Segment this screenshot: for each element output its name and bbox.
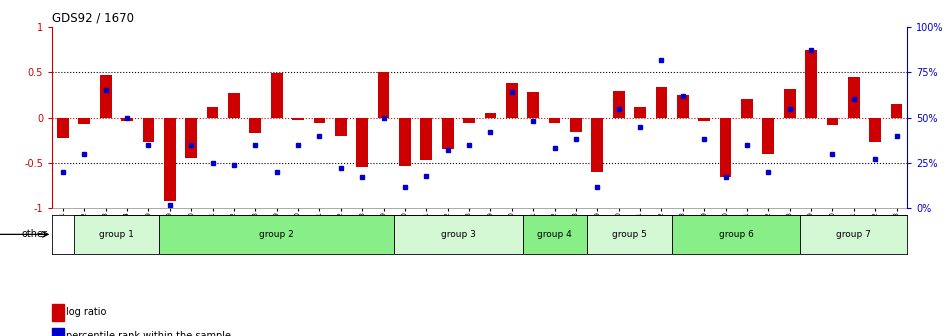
- Bar: [399, 118, 410, 166]
- Text: group 2: group 2: [259, 230, 294, 239]
- Bar: [484, 113, 496, 118]
- Bar: [314, 118, 325, 123]
- Bar: [57, 118, 68, 137]
- Bar: [293, 118, 304, 120]
- Bar: [185, 118, 197, 158]
- Bar: [164, 118, 176, 201]
- Bar: [741, 98, 752, 118]
- Bar: [250, 118, 261, 133]
- Bar: [720, 118, 732, 177]
- Bar: [142, 118, 154, 142]
- Bar: [570, 118, 581, 132]
- Bar: [160, 215, 394, 254]
- Bar: [207, 107, 218, 118]
- Bar: [442, 118, 453, 149]
- Bar: [698, 118, 710, 121]
- Bar: [613, 91, 624, 118]
- Bar: [549, 118, 560, 123]
- Bar: [79, 118, 90, 124]
- Bar: [586, 215, 673, 254]
- Bar: [806, 50, 817, 118]
- Bar: [421, 118, 432, 160]
- Bar: [527, 92, 539, 118]
- Bar: [848, 77, 860, 118]
- Bar: [592, 118, 603, 172]
- Text: group 1: group 1: [99, 230, 134, 239]
- Bar: [271, 73, 282, 118]
- Text: GDS92 / 1670: GDS92 / 1670: [52, 11, 134, 24]
- Text: group 5: group 5: [612, 230, 647, 239]
- Bar: [800, 215, 907, 254]
- Bar: [763, 118, 774, 154]
- Bar: [464, 118, 475, 123]
- Text: percentile rank within the sample: percentile rank within the sample: [66, 331, 232, 336]
- Bar: [100, 75, 111, 118]
- Bar: [826, 118, 838, 125]
- Bar: [74, 215, 160, 254]
- Bar: [122, 118, 133, 121]
- Bar: [891, 104, 902, 118]
- Bar: [335, 118, 347, 136]
- Bar: [228, 93, 239, 118]
- Bar: [356, 118, 368, 167]
- Text: group 4: group 4: [537, 230, 572, 239]
- Bar: [378, 72, 390, 118]
- Bar: [394, 215, 522, 254]
- Bar: [506, 83, 518, 118]
- Bar: [677, 95, 689, 118]
- Text: group 3: group 3: [441, 230, 476, 239]
- Bar: [869, 118, 881, 142]
- Text: group 7: group 7: [836, 230, 871, 239]
- Text: group 6: group 6: [719, 230, 753, 239]
- Bar: [522, 215, 586, 254]
- Text: log ratio: log ratio: [66, 307, 106, 318]
- Text: other: other: [22, 229, 48, 239]
- Bar: [673, 215, 800, 254]
- Bar: [784, 89, 795, 118]
- Bar: [656, 87, 667, 118]
- Bar: [635, 107, 646, 118]
